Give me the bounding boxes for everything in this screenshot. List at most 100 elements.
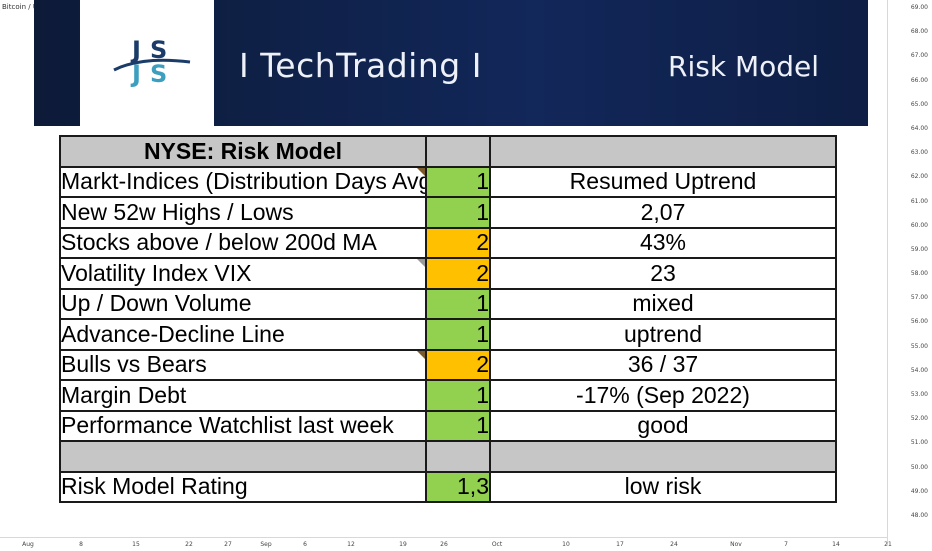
separator-cell [425, 440, 491, 473]
price-tick-label: 69.00 [910, 4, 928, 11]
row-label: Performance Watchlist last week [59, 409, 427, 442]
row-label: Stocks above / below 200d MA [59, 226, 427, 259]
time-tick-label: 8 [79, 541, 83, 548]
price-tick-label: 60.00 [910, 221, 928, 229]
price-tick-label: 57.00 [910, 294, 928, 302]
row-value: 36 / 37 [489, 348, 837, 381]
row-score: 2 [425, 348, 491, 381]
price-tick-label: 50.00 [910, 463, 928, 471]
price-tick-label: 55.00 [910, 342, 928, 350]
row-value: Resumed Uptrend [489, 165, 837, 198]
row-label: Bulls vs Bears [59, 348, 427, 381]
time-tick-label: 21 [884, 541, 892, 548]
price-tick-label: 56.00 [910, 318, 928, 326]
table-row: Bulls vs Bears 2 36 / 37 [59, 348, 837, 381]
price-tick-label: 63.00 [910, 149, 928, 157]
header-value-cell [489, 135, 837, 168]
price-tick-label: 61.00 [910, 197, 928, 205]
time-tick-label: 12 [347, 541, 355, 548]
svg-text:J: J [130, 60, 141, 88]
price-tick-label: 64.00 [910, 124, 928, 132]
row-value: uptrend [489, 318, 837, 351]
comment-marker-icon [417, 259, 424, 267]
row-score: 1 [425, 165, 491, 198]
table-row: Margin Debt 1 -17% (Sep 2022) [59, 379, 837, 412]
time-tick-label: 14 [832, 541, 840, 548]
price-tick-label: 58.00 [910, 270, 928, 278]
price-tick-label: 48.00 [910, 512, 928, 519]
row-score: 1 [425, 196, 491, 229]
row-value: 43% [489, 226, 837, 259]
table-row: Advance-Decline Line 1 uptrend [59, 318, 837, 351]
price-tick-label: 62.00 [910, 173, 928, 181]
row-label: Up / Down Volume [59, 287, 427, 320]
row-label: New 52w Highs / Lows [59, 196, 427, 229]
time-tick-label: 10 [562, 541, 570, 548]
row-label: Margin Debt [59, 379, 427, 412]
table-header-row: NYSE: Risk Model [59, 135, 837, 168]
banner-model-title: Risk Model [668, 50, 820, 83]
row-score: 2 [425, 226, 491, 259]
row-score: 1 [425, 318, 491, 351]
price-tick-label: 54.00 [910, 366, 928, 374]
table-row: Stocks above / below 200d MA 2 43% [59, 226, 837, 259]
row-score: 1 [425, 287, 491, 320]
js-logo-icon: J S J S [113, 36, 191, 88]
comment-marker-icon [417, 351, 424, 359]
svg-text:J: J [130, 36, 141, 64]
price-tick-label: 59.00 [910, 245, 928, 253]
time-tick-label: 7 [784, 541, 788, 548]
row-label: Advance-Decline Line [59, 318, 427, 351]
row-value: low risk [489, 470, 837, 503]
brand-title: I TechTrading I [239, 46, 482, 85]
time-tick-label: 26 [440, 541, 448, 548]
time-tick-label: 24 [670, 541, 678, 548]
time-tick-label: Oct [491, 541, 503, 548]
row-value: 23 [489, 257, 837, 290]
time-tick-label: Nov [730, 541, 742, 548]
row-score: 2 [425, 257, 491, 290]
row-value: good [489, 409, 837, 442]
rating-row: Risk Model Rating 1,3 low risk [59, 470, 837, 503]
table-row: Performance Watchlist last week 1 good [59, 409, 837, 442]
price-tick-label: 66.00 [910, 76, 928, 84]
svg-text:S: S [150, 36, 167, 64]
row-score: 1,3 [425, 470, 491, 503]
price-tick-label: 53.00 [910, 391, 928, 399]
time-axis[interactable]: Aug 8 15 22 27 Sep 6 12 19 26 Oct 10 17 24 Nov 7 14 21 [0, 537, 892, 551]
time-tick-label: 6 [303, 541, 307, 548]
time-tick-label: Sep [260, 541, 272, 548]
price-tick-label: 67.00 [910, 52, 928, 60]
row-score: 1 [425, 379, 491, 412]
table-row: Up / Down Volume 1 mixed [59, 287, 837, 320]
table-title: NYSE: Risk Model [59, 135, 427, 168]
time-tick-label: 17 [616, 541, 624, 548]
row-label: Volatility Index VIX [59, 257, 427, 290]
logo: J S J S [80, 0, 214, 126]
row-label: Risk Model Rating [59, 470, 427, 503]
row-label: Markt-Indices (Distribution Days Avg) [59, 165, 427, 198]
row-value: mixed [489, 287, 837, 320]
price-tick-label: 49.00 [910, 487, 928, 495]
separator-row [59, 440, 837, 473]
price-tick-label: 51.00 [910, 439, 928, 447]
separator-cell [59, 440, 427, 473]
separator-cell [489, 440, 837, 473]
row-value: 2,07 [489, 196, 837, 229]
price-tick-label: 68.00 [910, 28, 928, 36]
price-tick-label: 65.00 [910, 100, 928, 108]
row-score: 1 [425, 409, 491, 442]
time-tick-label: Aug [22, 541, 34, 548]
header-score-cell [425, 135, 491, 168]
time-tick-label: 22 [185, 541, 193, 548]
price-tick-label: 52.00 [910, 415, 928, 423]
risk-model-table: NYSE: Risk Model Markt-Indices (Distribu… [59, 135, 837, 503]
price-axis[interactable]: 69.00 68.00 67.00 66.00 65.00 64.00 63.00 62.00… [887, 0, 932, 545]
time-tick-label: 27 [224, 541, 232, 548]
row-value: -17% (Sep 2022) [489, 379, 837, 412]
banner: J S J S I TechTrading I Risk Model [34, 0, 868, 126]
time-tick-label: 19 [399, 541, 407, 548]
table-row: Markt-Indices (Distribution Days Avg) 1 Re… [59, 165, 837, 198]
table-row: Volatility Index VIX 2 23 [59, 257, 837, 290]
comment-marker-icon [417, 168, 424, 176]
